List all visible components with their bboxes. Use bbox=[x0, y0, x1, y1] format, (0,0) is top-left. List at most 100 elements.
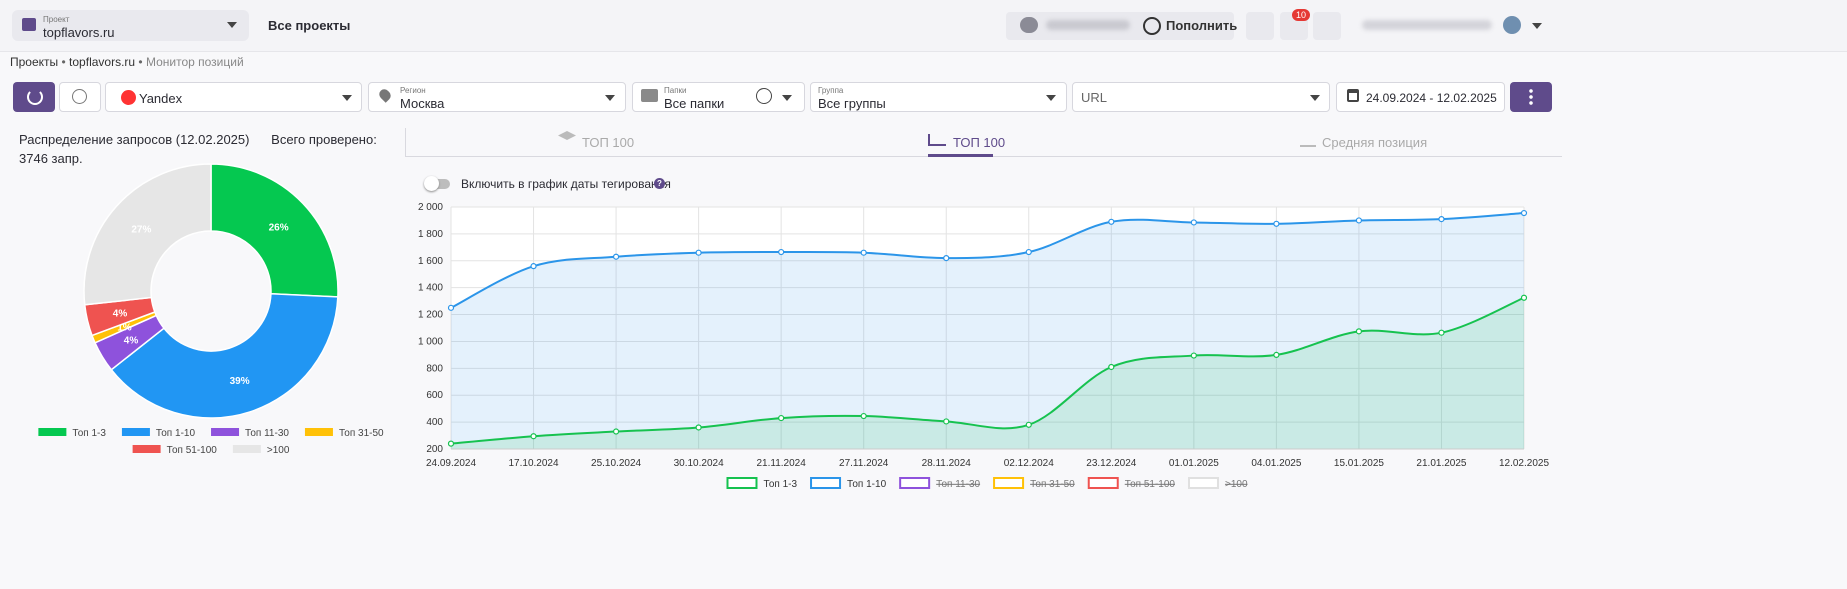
caret bbox=[227, 22, 237, 28]
pie-slice bbox=[110, 293, 339, 419]
point bbox=[1190, 352, 1197, 359]
x-tick-label: 21.11.2024 bbox=[756, 458, 806, 469]
point bbox=[943, 418, 950, 425]
toggle-label: Включить в график даты тегирования bbox=[461, 177, 671, 191]
point bbox=[1355, 328, 1363, 335]
point bbox=[695, 424, 702, 431]
crumb[interactable]: topflavors.ru bbox=[69, 55, 136, 69]
plus-icon[interactable] bbox=[1143, 17, 1161, 35]
legend-swatch bbox=[1187, 477, 1219, 489]
region: Москва bbox=[400, 96, 445, 111]
y-tick-label: 200 bbox=[426, 444, 443, 455]
engine: Yandex bbox=[139, 91, 183, 106]
x-tick-label: 23.12.2024 bbox=[1086, 458, 1136, 469]
add-folder-icon[interactable] bbox=[756, 88, 772, 104]
point bbox=[1025, 421, 1032, 428]
point bbox=[612, 253, 620, 260]
group-label: Группа bbox=[818, 86, 844, 95]
point bbox=[1520, 209, 1528, 217]
more-icon bbox=[1529, 88, 1533, 106]
active-tab-indicator bbox=[928, 154, 993, 157]
series-area bbox=[451, 297, 1524, 449]
point bbox=[1273, 351, 1280, 358]
avg-icon bbox=[1300, 135, 1316, 147]
blurred-balance bbox=[1046, 20, 1130, 30]
all-projects[interactable]: Все проекты bbox=[268, 18, 351, 33]
x-tick-label: 02.12.2024 bbox=[1004, 458, 1054, 469]
folders: Все папки bbox=[664, 96, 725, 111]
legend-label: Топ 11-30 bbox=[245, 428, 289, 439]
point bbox=[778, 414, 785, 422]
pie-slice bbox=[83, 163, 212, 306]
refresh-icon bbox=[27, 89, 43, 105]
legend-label: Топ 51-100 bbox=[167, 445, 218, 456]
tasks-button[interactable] bbox=[1246, 12, 1274, 40]
point bbox=[1108, 218, 1115, 225]
pie-subtitle: Всего проверено: 3746 запр. bbox=[19, 132, 377, 166]
slice-label: 27% bbox=[131, 225, 151, 236]
mail-button[interactable] bbox=[1313, 12, 1341, 40]
project-select[interactable] bbox=[12, 10, 249, 41]
date-picker[interactable] bbox=[1336, 82, 1505, 112]
project-name: topflavors.ru bbox=[43, 25, 115, 40]
point bbox=[1025, 248, 1032, 256]
toggle-knob[interactable] bbox=[424, 176, 439, 191]
x-tick-label: 21.01.2025 bbox=[1416, 458, 1466, 469]
point bbox=[778, 248, 785, 256]
tabs-edge bbox=[405, 128, 406, 156]
notification-badge: 10 bbox=[1292, 9, 1311, 21]
blurred-email bbox=[1362, 20, 1492, 30]
legend-label: Топ 31-50 bbox=[339, 428, 384, 439]
project-icon bbox=[22, 18, 36, 31]
legend-swatch bbox=[993, 477, 1025, 489]
point bbox=[530, 433, 537, 440]
legend-swatch bbox=[899, 477, 931, 489]
point bbox=[943, 254, 950, 262]
engine-select[interactable] bbox=[105, 82, 362, 112]
caret bbox=[1046, 95, 1056, 101]
project-label: Проект bbox=[43, 15, 70, 24]
tab[interactable]: ТОП 100 bbox=[953, 135, 1006, 150]
x-tick-label: 30.10.2024 bbox=[674, 458, 724, 469]
legend-label: Топ 31-50 bbox=[1030, 479, 1075, 490]
clock-icon bbox=[72, 89, 87, 104]
help-icon[interactable]: ? bbox=[654, 178, 665, 189]
legend-swatch bbox=[810, 477, 842, 489]
x-tick-label: 04.01.2025 bbox=[1251, 458, 1301, 469]
group: Все группы bbox=[818, 96, 886, 111]
legend-swatch bbox=[726, 477, 758, 489]
group-select[interactable] bbox=[810, 82, 1067, 112]
legend-swatch bbox=[304, 428, 333, 436]
y-tick-label: 1 600 bbox=[418, 256, 443, 267]
caret bbox=[605, 95, 615, 101]
point bbox=[1273, 220, 1280, 227]
y-tick-label: 1 400 bbox=[418, 283, 443, 294]
line-legend: Топ 1-3 Топ 1-10 Топ 11-30 Топ 31-50 Топ 51-… bbox=[726, 477, 1248, 490]
caret bbox=[782, 95, 792, 101]
url-select[interactable] bbox=[1072, 82, 1330, 112]
region-label: Регион bbox=[400, 86, 426, 95]
region-select[interactable] bbox=[368, 82, 626, 112]
point bbox=[860, 249, 867, 256]
series-line bbox=[450, 212, 1525, 309]
tab[interactable]: ТОП 100 bbox=[582, 135, 635, 150]
series-line bbox=[450, 296, 1525, 445]
x-tick-label: 25.10.2024 bbox=[591, 458, 641, 469]
tab[interactable]: Средняя позиция bbox=[1322, 135, 1428, 150]
legend-label: Топ 1-10 bbox=[156, 428, 196, 439]
url: URL bbox=[1081, 90, 1108, 105]
folders-select[interactable] bbox=[632, 82, 805, 112]
y-tick-label: 1 200 bbox=[418, 310, 443, 321]
slice-label: 4% bbox=[113, 309, 128, 320]
legend-swatch bbox=[38, 428, 67, 436]
crumb[interactable]: Проекты bbox=[10, 55, 59, 69]
wallet-icon bbox=[1020, 17, 1038, 33]
caret bbox=[342, 95, 352, 101]
point bbox=[1355, 217, 1363, 224]
avatar[interactable] bbox=[1503, 16, 1521, 34]
x-tick-label: 12.02.2025 bbox=[1499, 458, 1549, 469]
y-tick-label: 2 000 bbox=[418, 202, 443, 213]
top-up[interactable]: Пополнить bbox=[1166, 18, 1238, 33]
y-tick-label: 600 bbox=[426, 390, 443, 401]
